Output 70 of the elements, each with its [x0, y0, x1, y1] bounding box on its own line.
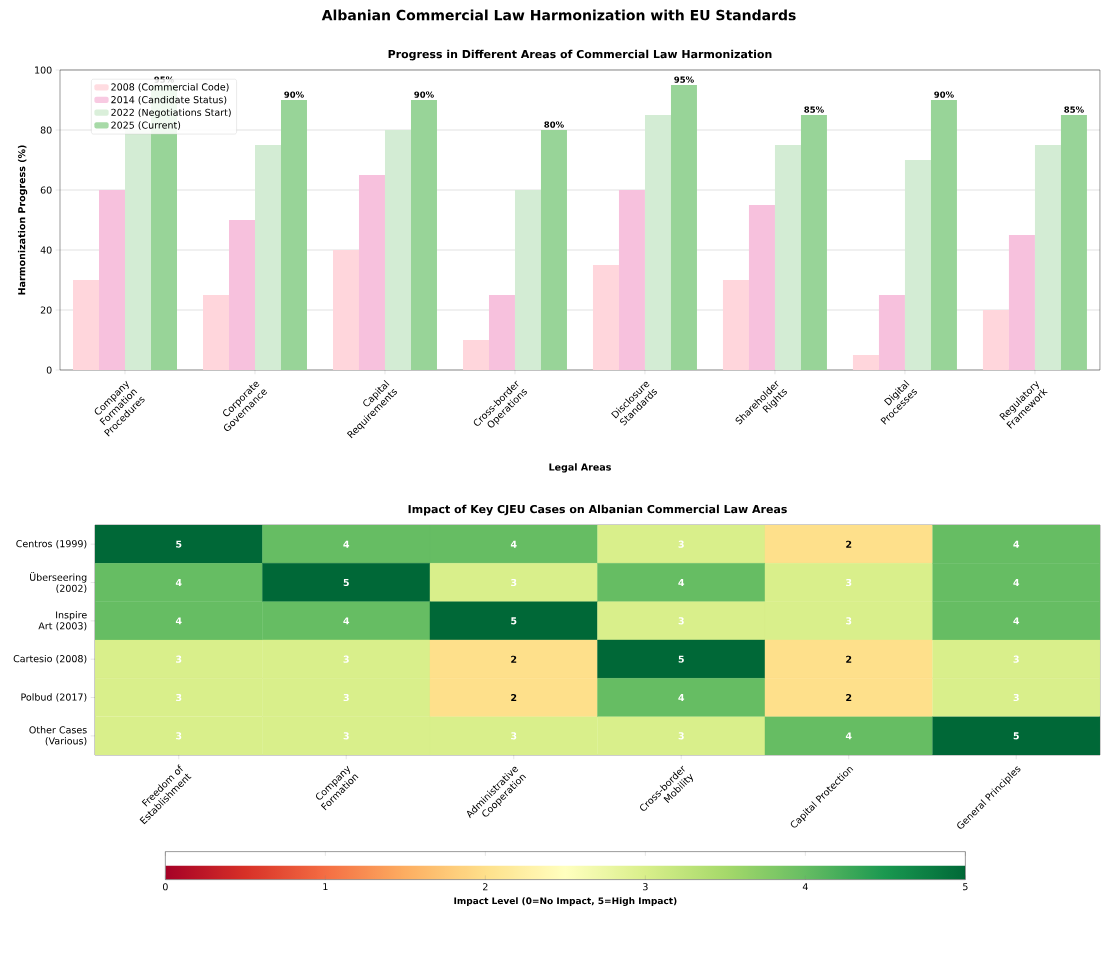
- data-label: 2: [846, 655, 852, 663]
- data-label: 3: [176, 655, 182, 663]
- y-tick-label: Polbud (2017): [21, 693, 87, 702]
- y-tick-label: 20: [40, 306, 52, 314]
- data-label: 4: [343, 617, 350, 625]
- y-tick-label: Überseering (2002): [30, 572, 87, 593]
- data-label: 95%: [674, 76, 694, 83]
- color-bar-label: 0: [162, 883, 168, 891]
- data-label: 85%: [804, 106, 824, 113]
- chart-subtitle: Progress in Different Areas of Commercial Law Harmonization: [388, 49, 772, 61]
- data-label: 3: [678, 732, 684, 740]
- y-tick-label: Other Cases (Various): [29, 726, 87, 746]
- legend-label: 2025 (Current): [111, 121, 181, 130]
- data-label: 2: [511, 693, 517, 702]
- y-tick-label: 40: [40, 246, 52, 254]
- color-bar-label: 5: [963, 883, 968, 891]
- legend-label: 2022 (Negotiations Start): [111, 108, 231, 118]
- data-label: 3: [176, 693, 182, 702]
- data-label: 4: [175, 617, 182, 625]
- data-label: 5: [343, 578, 349, 587]
- data-label: 3: [343, 732, 349, 740]
- data-label: 4: [510, 540, 517, 548]
- color-bar-label: 3: [643, 883, 648, 891]
- y-tick-label: Inspire Art (2003): [38, 611, 87, 631]
- y-tick-label: Centros (1999): [16, 539, 87, 549]
- data-label: 3: [1013, 655, 1019, 663]
- data-label: 4: [1013, 540, 1020, 548]
- y-tick-label: Cartesio (2008): [13, 654, 87, 664]
- data-label: 85%: [1064, 106, 1084, 113]
- data-label: 4: [845, 732, 852, 740]
- y-tick-label: 0: [46, 366, 52, 374]
- x-axis-title: Legal Areas: [549, 463, 611, 473]
- data-label: 5: [511, 617, 517, 625]
- data-label: 90%: [934, 91, 954, 98]
- data-label: 5: [678, 655, 684, 663]
- color-bar-label: 2: [483, 883, 488, 891]
- data-label: 4: [343, 540, 350, 548]
- data-label: 3: [511, 578, 517, 587]
- data-label: 2: [511, 655, 517, 663]
- data-label: 3: [511, 732, 517, 740]
- data-label: 5: [1013, 732, 1019, 740]
- data-label: 80%: [544, 121, 564, 128]
- data-label: 3: [846, 578, 852, 587]
- color-bar-label: 1: [323, 883, 328, 891]
- data-label: 3: [846, 617, 852, 625]
- y-tick-label: 80: [40, 126, 52, 134]
- data-label: 3: [678, 617, 684, 625]
- legend-label: 2014 (Candidate Status): [111, 95, 227, 105]
- data-label: 95%: [154, 76, 174, 83]
- data-label: 2: [846, 693, 852, 702]
- y-tick-label: 60: [40, 186, 52, 194]
- y-tick-label: 100: [35, 66, 52, 74]
- data-label: 4: [678, 579, 685, 586]
- data-label: 4: [678, 694, 685, 701]
- data-label: 90%: [284, 91, 304, 98]
- data-label: 4: [1013, 579, 1020, 586]
- chart-title: Impact of Key CJEU Cases on Albanian Commercial Law Areas: [408, 504, 787, 516]
- y-axis-title: Harmonization Progress (%): [17, 145, 28, 295]
- legend-label: 2008 (Commercial Code): [111, 83, 229, 92]
- data-label: 3: [1013, 693, 1019, 702]
- data-label: 3: [343, 655, 349, 663]
- data-label: 4: [175, 579, 182, 586]
- data-label: 3: [343, 693, 349, 702]
- chart-title: Albanian Commercial Law Harmonization with EU Standards: [321, 9, 796, 21]
- color-bar-label: 4: [802, 883, 808, 891]
- data-label: 3: [678, 540, 684, 548]
- data-label: 90%: [414, 91, 434, 98]
- data-label: 5: [176, 540, 182, 548]
- color-bar-title: Impact Level (0=No Impact, 5=High Impact): [454, 897, 677, 906]
- data-label: 3: [176, 732, 182, 740]
